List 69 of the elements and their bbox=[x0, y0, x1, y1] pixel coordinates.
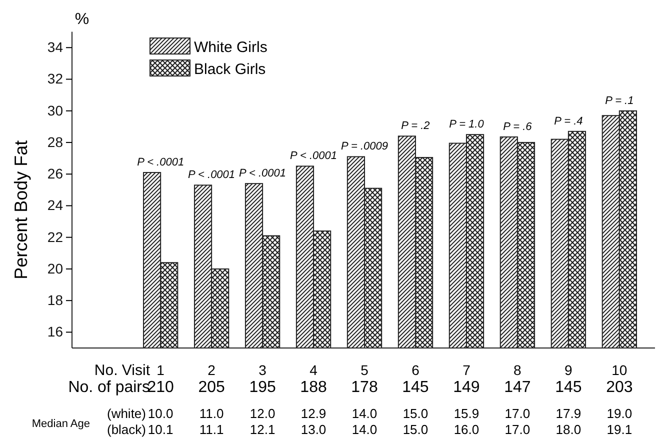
text: 19.1 bbox=[606, 422, 632, 437]
y-tick-label: 22 bbox=[47, 228, 64, 245]
text: 10.0 bbox=[148, 406, 174, 421]
text: 18.0 bbox=[556, 422, 582, 437]
text: 15.0 bbox=[402, 406, 428, 421]
annotation: P = .1 bbox=[605, 94, 634, 107]
x-tick-label: 2 bbox=[208, 362, 216, 378]
y-tick-label: 28 bbox=[47, 134, 64, 150]
text: 147 bbox=[504, 379, 531, 396]
text: 178 bbox=[351, 379, 378, 396]
text: 145 bbox=[555, 379, 582, 396]
y-tick-label: 34 bbox=[47, 39, 64, 56]
y-tick-label: 18 bbox=[47, 292, 64, 308]
y-tick-label: 20 bbox=[47, 260, 64, 276]
y-tick-label: 30 bbox=[47, 102, 64, 118]
text: 149 bbox=[453, 379, 480, 396]
text: 17.0 bbox=[504, 406, 530, 421]
y-tick-label: 16 bbox=[47, 324, 64, 340]
text: 13.0 bbox=[300, 422, 326, 437]
text: 195 bbox=[249, 379, 276, 396]
text: 14.0 bbox=[352, 406, 378, 421]
annotation: P = .0009 bbox=[341, 140, 388, 153]
legend-label: Black Girls bbox=[194, 61, 266, 78]
text: 15.0 bbox=[402, 422, 428, 437]
x-tick-label: 5 bbox=[360, 362, 369, 378]
x-tick-label: 9 bbox=[564, 362, 573, 378]
text: 210 bbox=[147, 379, 174, 396]
annotation: P = .2 bbox=[401, 120, 430, 132]
x-tick-label: 10 bbox=[612, 362, 628, 378]
text: (white) bbox=[106, 406, 146, 421]
text: 14.0 bbox=[352, 422, 378, 437]
x-tick-label: 8 bbox=[514, 362, 522, 378]
text: 19.0 bbox=[606, 406, 632, 421]
annotation: P < .0001 bbox=[290, 150, 338, 162]
text: 16.0 bbox=[454, 422, 480, 437]
y-tick-label: 24 bbox=[47, 197, 64, 214]
annotation: P = 1.0 bbox=[449, 118, 485, 131]
text: No. of pairs bbox=[68, 379, 150, 396]
text: (black) bbox=[106, 422, 146, 437]
text: 12.1 bbox=[250, 422, 276, 437]
annotation: P = .6 bbox=[503, 120, 533, 133]
legend-label: White Girls bbox=[194, 39, 268, 56]
text: 15.9 bbox=[454, 406, 480, 421]
text: 145 bbox=[402, 379, 429, 396]
text: 12.9 bbox=[300, 406, 326, 421]
text: % bbox=[74, 11, 90, 28]
x-axis-title: No. Visit bbox=[94, 362, 151, 379]
y-axis-title: Percent Body Fat bbox=[11, 140, 31, 280]
annotation: P = .4 bbox=[554, 115, 583, 128]
text: 203 bbox=[606, 379, 633, 396]
text: 12.0 bbox=[250, 406, 276, 421]
text: 11.0 bbox=[199, 406, 224, 421]
text: 10.1 bbox=[148, 422, 174, 437]
x-tick-label: 3 bbox=[258, 362, 267, 378]
x-tick-label: 7 bbox=[462, 362, 471, 378]
text: 17.9 bbox=[556, 406, 582, 421]
y-tick-label: 26 bbox=[47, 166, 64, 182]
annotation: P < .0001 bbox=[188, 169, 236, 182]
x-tick-label: 4 bbox=[310, 362, 318, 378]
text: 205 bbox=[198, 379, 226, 396]
text: 188 bbox=[300, 379, 327, 396]
annotation: P < .0001 bbox=[239, 168, 286, 180]
y-tick-label: 32 bbox=[47, 70, 64, 87]
text: 11.1 bbox=[199, 422, 224, 437]
x-tick-label: 1 bbox=[156, 362, 165, 378]
text: 17.0 bbox=[504, 422, 530, 437]
text: Median Age bbox=[32, 418, 90, 430]
annotation: P < .0001 bbox=[137, 156, 184, 169]
x-tick-label: 6 bbox=[412, 362, 420, 378]
